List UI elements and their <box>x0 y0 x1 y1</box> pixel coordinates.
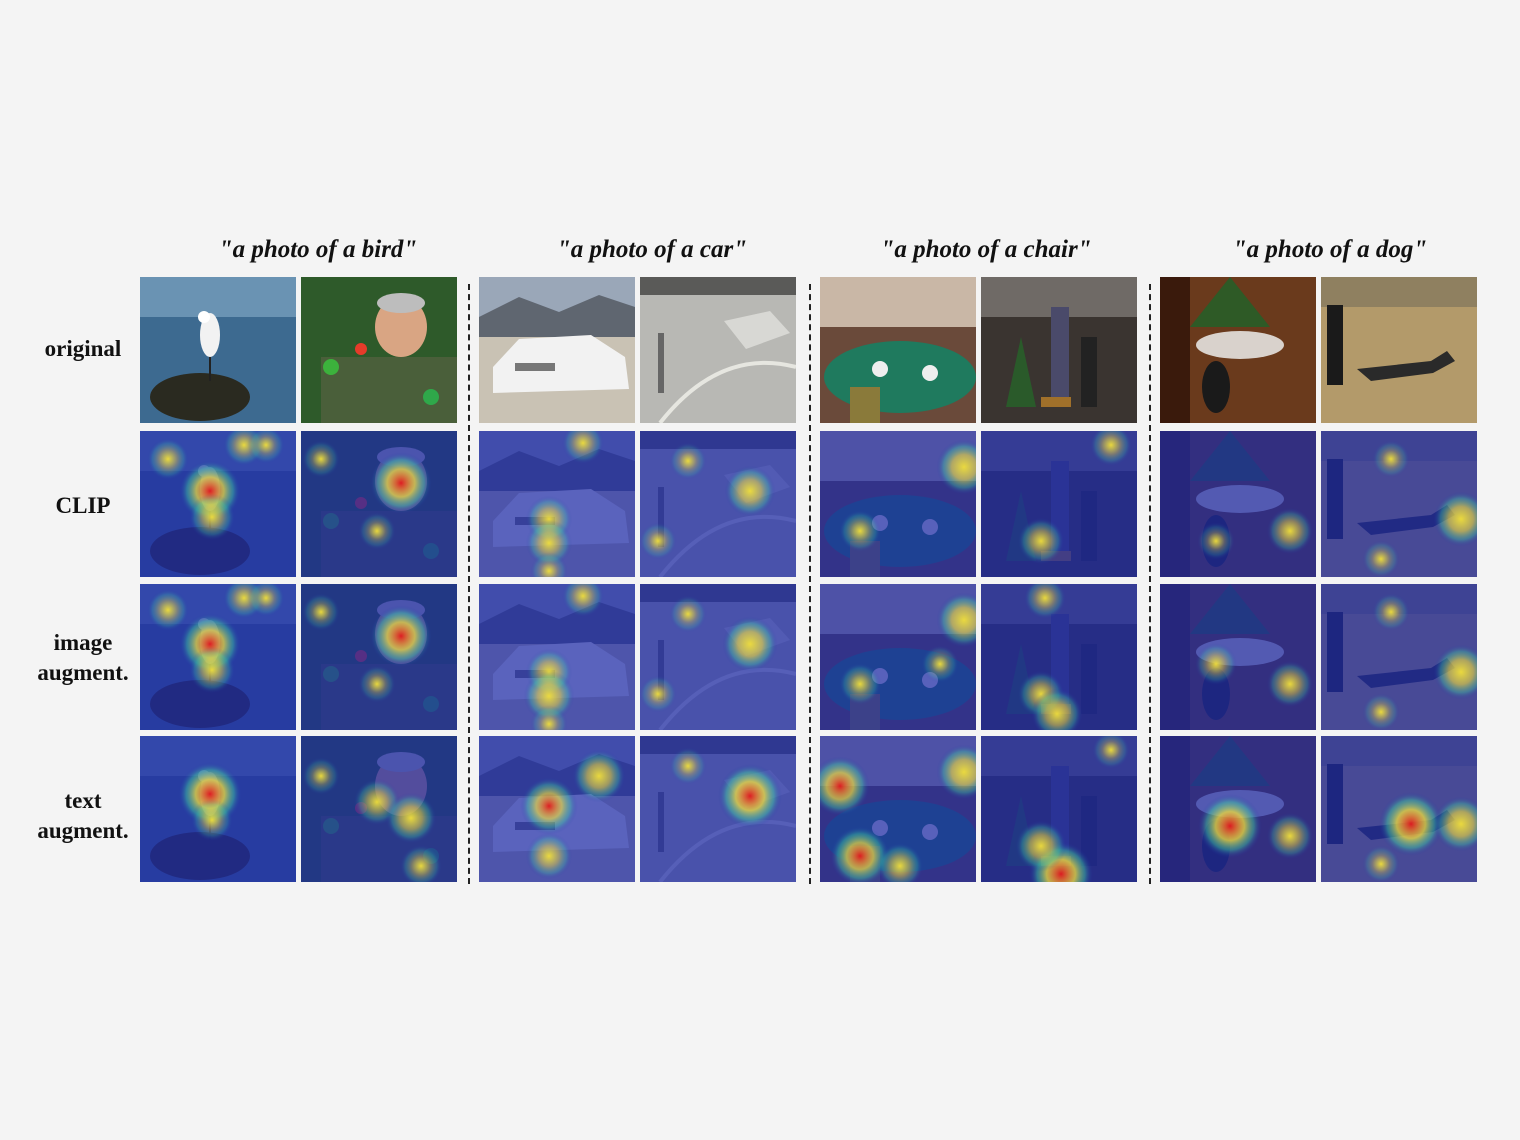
photo-dining-room <box>820 277 976 423</box>
heatmap-man-with-parrots <box>301 431 457 577</box>
heatmap-dining-room <box>820 431 976 577</box>
group-caption: "a photo of a dog" <box>1232 236 1428 263</box>
heatmap-dog-by-christmas-tree <box>1160 584 1316 730</box>
heatmap-dining-room <box>820 736 976 882</box>
row-label-line: augment. <box>37 818 129 843</box>
photo-egret-on-rock <box>140 277 296 423</box>
group-caption: "a photo of a chair" <box>880 236 1092 263</box>
heatmap-silver-car-street <box>640 584 796 730</box>
heatmap-egret-on-rock <box>140 584 296 730</box>
heatmap-party-room <box>981 736 1137 882</box>
row-label: image augment. <box>20 628 146 688</box>
photo-greyhound-running <box>1321 277 1477 423</box>
heatmap-silver-car-street <box>640 736 796 882</box>
heatmap-dining-room <box>820 584 976 730</box>
heatmap-man-with-parrots <box>301 736 457 882</box>
group-divider <box>809 284 811 884</box>
heatmap-silver-car-street <box>640 431 796 577</box>
photo-silver-car-street <box>640 277 796 423</box>
row-label-line: original <box>44 336 122 361</box>
group-caption: "a photo of a car" <box>556 236 748 263</box>
heatmap-party-room <box>981 431 1137 577</box>
heatmap-greyhound-running <box>1321 584 1477 730</box>
row-label-line: CLIP <box>55 493 111 518</box>
heatmap-white-sedan <box>479 736 635 882</box>
heatmap-egret-on-rock <box>140 431 296 577</box>
row-label-line: text <box>64 788 102 813</box>
photo-dog-by-christmas-tree <box>1160 277 1316 423</box>
row-label: original <box>20 334 146 364</box>
row-label: CLIP <box>20 491 146 521</box>
row-label-line: augment. <box>37 660 129 685</box>
heatmap-greyhound-running <box>1321 431 1477 577</box>
group-divider <box>1149 284 1151 884</box>
photo-man-with-parrots <box>301 277 457 423</box>
heatmap-white-sedan <box>479 431 635 577</box>
group-divider <box>468 284 470 884</box>
row-label-line: image <box>53 630 113 655</box>
row-label: text augment. <box>20 786 146 846</box>
heatmap-dog-by-christmas-tree <box>1160 736 1316 882</box>
group-caption: "a photo of a bird" <box>218 236 418 263</box>
heatmap-man-with-parrots <box>301 584 457 730</box>
heatmap-white-sedan <box>479 584 635 730</box>
photo-party-room <box>981 277 1137 423</box>
heatmap-party-room <box>981 584 1137 730</box>
photo-white-sedan <box>479 277 635 423</box>
heatmap-greyhound-running <box>1321 736 1477 882</box>
heatmap-dog-by-christmas-tree <box>1160 431 1316 577</box>
heatmap-egret-on-rock <box>140 736 296 882</box>
